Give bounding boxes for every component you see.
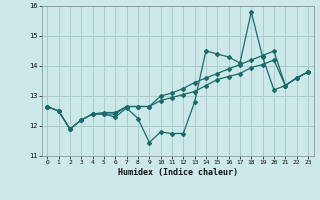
X-axis label: Humidex (Indice chaleur): Humidex (Indice chaleur)	[118, 168, 237, 177]
